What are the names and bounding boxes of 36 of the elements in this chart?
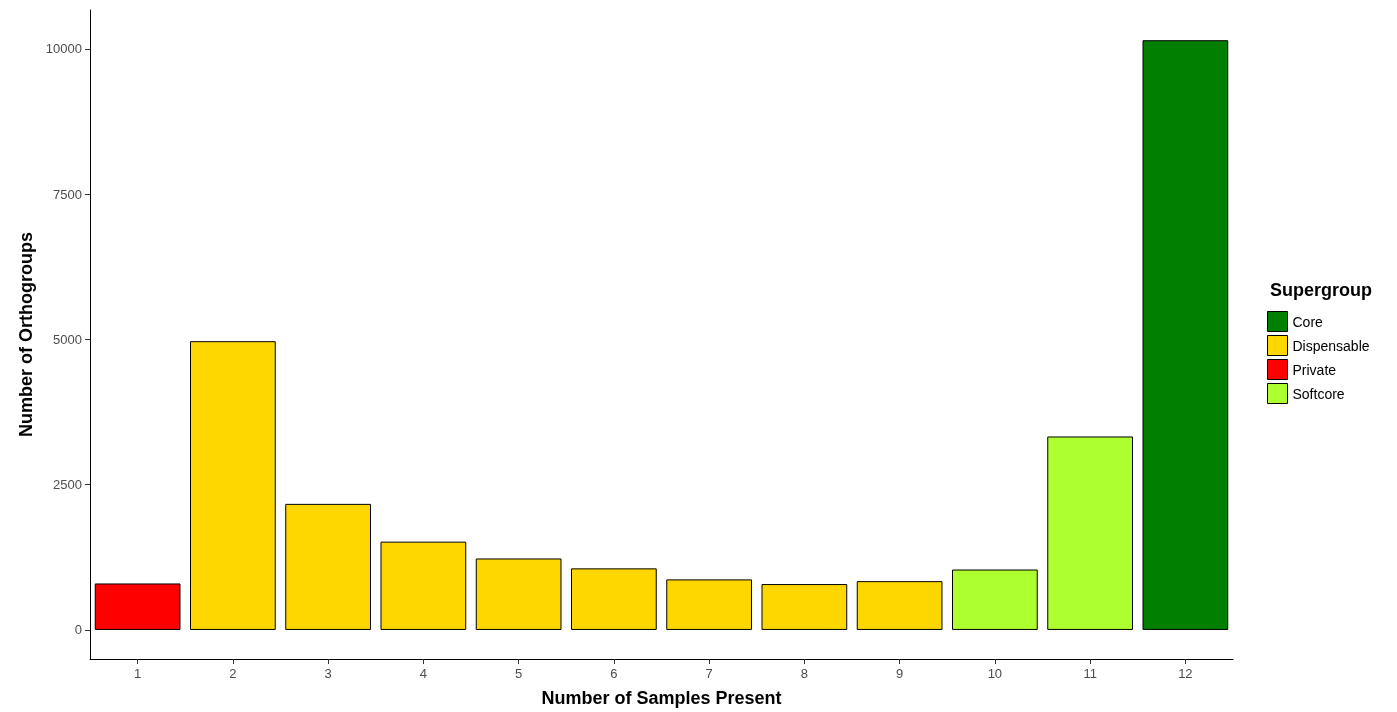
x-tick-label: 2 <box>229 666 237 681</box>
legend-label: Private <box>1292 361 1337 378</box>
legend-label: Softcore <box>1292 385 1345 402</box>
x-tick-label: 5 <box>515 666 523 681</box>
bar <box>190 341 276 630</box>
x-tick-label: 1 <box>134 666 142 681</box>
bar <box>1142 40 1229 630</box>
bar <box>761 584 848 630</box>
x-tick-label: 7 <box>705 666 713 681</box>
y-tick-label: 7500 <box>53 186 82 202</box>
bar <box>94 583 181 630</box>
bar <box>666 579 752 630</box>
x-axis-title: Number of Samples Present <box>541 688 782 708</box>
bar <box>952 569 1038 630</box>
y-axis-title: Number of Orthogroups <box>15 232 36 437</box>
legend-label: Dispensable <box>1292 337 1370 354</box>
x-tick-label: 11 <box>1083 666 1097 681</box>
x-tick-label: 10 <box>987 666 1003 681</box>
y-tick-label: 0 <box>74 622 82 638</box>
x-tick-label: 4 <box>419 666 427 681</box>
bar <box>1047 436 1133 630</box>
y-tick-label: 5000 <box>53 331 82 347</box>
y-tick-label: 2500 <box>53 477 82 493</box>
legend-title: Supergroup <box>1270 280 1372 300</box>
x-tick-label: 3 <box>324 666 332 681</box>
bar <box>380 541 467 630</box>
bar <box>571 568 657 630</box>
x-tick-label: 8 <box>800 666 808 681</box>
x-tick-label: 9 <box>896 666 904 681</box>
y-tick-label: 10000 <box>45 41 82 57</box>
x-tick-label: 6 <box>610 666 618 681</box>
bar <box>856 581 943 630</box>
bar <box>475 558 562 630</box>
legend-label: Core <box>1292 313 1324 330</box>
bar <box>285 503 371 630</box>
x-tick-label: 12 <box>1178 666 1193 681</box>
